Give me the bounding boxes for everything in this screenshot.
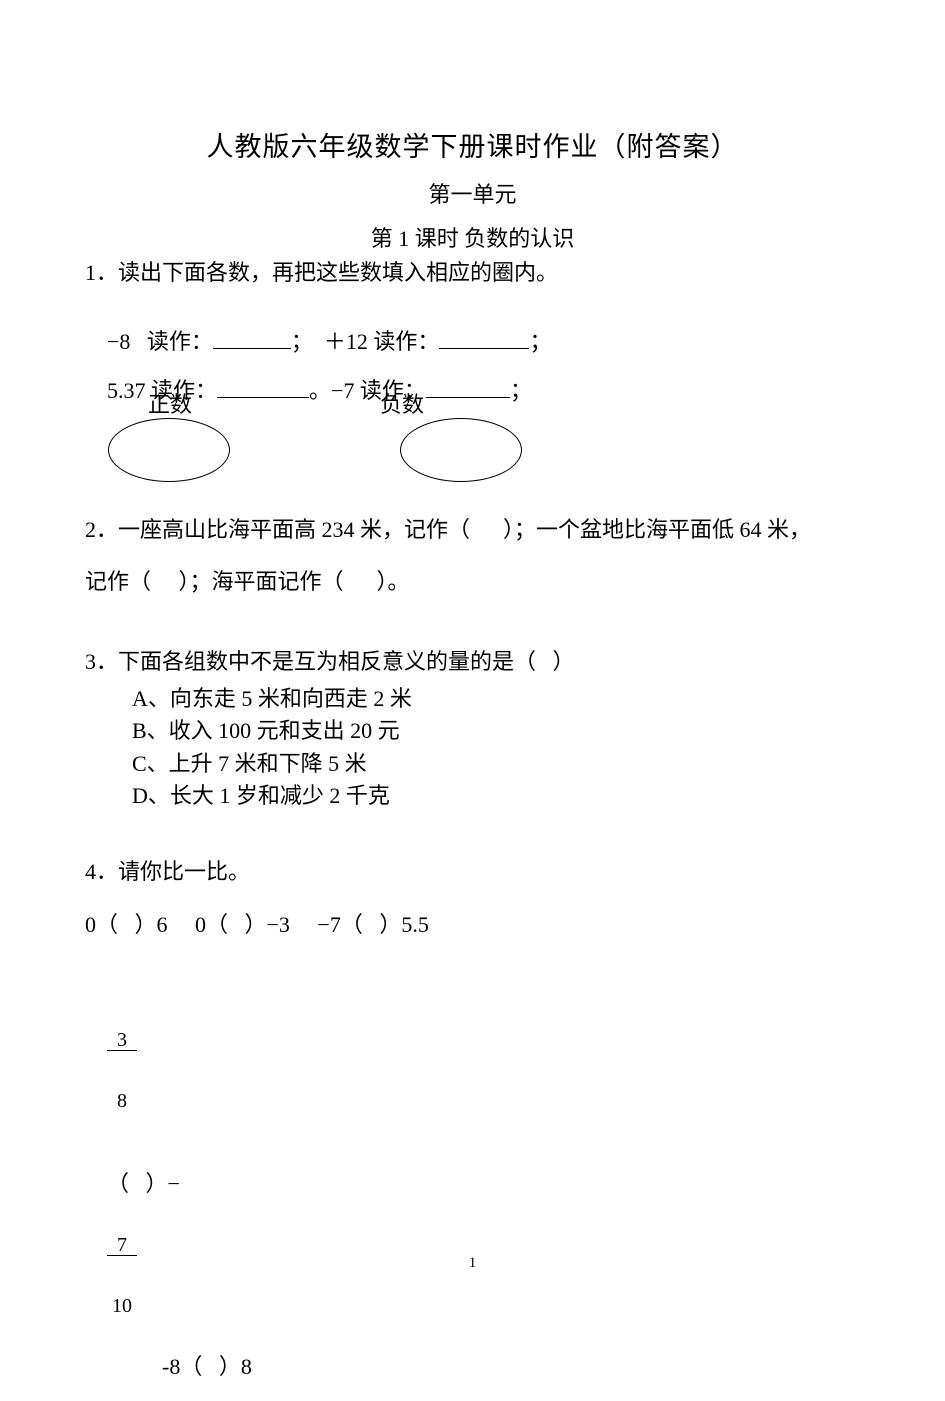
q3-option-d[interactable]: D、长大 1 岁和减少 2 千克 — [132, 785, 390, 807]
label-negative: 负数 — [380, 387, 424, 419]
q4-row2-tail: -8（ ）8 — [107, 1354, 252, 1379]
fraction-denominator: 10 — [107, 1296, 137, 1316]
q3-option-a[interactable]: A、向东走 5 米和向西走 2 米 — [132, 688, 412, 710]
page-title: 人教版六年级数学下册课时作业（附答案） — [0, 125, 945, 164]
fraction-numerator: 7 — [107, 1235, 137, 1256]
q2-line2: 记作（ ）；海平面记作（ ）。 — [85, 571, 410, 593]
q4-row2-open: （ ）− — [107, 1171, 180, 1196]
q1-l3c: ； — [510, 378, 532, 403]
q4-stem: 4．请你比一比。 — [85, 861, 250, 883]
worksheet-page: 人教版六年级数学下册课时作业（附答案） 第一单元 第 1 课时 负数的认识 1．… — [0, 0, 945, 1337]
blank-field[interactable] — [426, 373, 510, 398]
q3-stem: 3．下面各组数中不是互为相反意义的量的是（ ） — [85, 651, 575, 673]
page-number: 1 — [0, 1255, 945, 1272]
unit-label: 第一单元 — [0, 177, 945, 209]
q1-l2c: ； — [529, 329, 551, 354]
q4-row2: 3 8 （ ）− 7 10 -8（ ）8 — [85, 968, 252, 1400]
blank-field[interactable] — [217, 373, 309, 398]
blank-field[interactable] — [439, 324, 529, 349]
positive-circle[interactable] — [108, 418, 230, 482]
q1-stem: 1．读出下面各数，再把这些数填入相应的圈内。 — [85, 262, 558, 284]
fraction-denominator: 8 — [107, 1091, 137, 1111]
label-positive: 正数 — [148, 387, 192, 419]
q2-line1: 2．一座高山比海平面高 234 米，记作（ ）；一个盆地比海平面低 64 米， — [85, 519, 811, 541]
q3-option-c[interactable]: C、上升 7 米和下降 5 米 — [132, 753, 367, 775]
q4-row1: 0（ ）6 0（ ）−3 −7（ ）5.5 — [85, 914, 429, 936]
blank-field[interactable] — [213, 324, 291, 349]
fraction-numerator: 3 — [107, 1030, 137, 1051]
lesson-label: 第 1 课时 负数的认识 — [0, 221, 945, 253]
q3-option-b[interactable]: B、收入 100 元和支出 20 元 — [132, 720, 400, 742]
negative-circle[interactable] — [400, 418, 522, 482]
fraction-7-10: 7 10 — [107, 1195, 137, 1356]
fraction-3-8: 3 8 — [107, 990, 137, 1151]
